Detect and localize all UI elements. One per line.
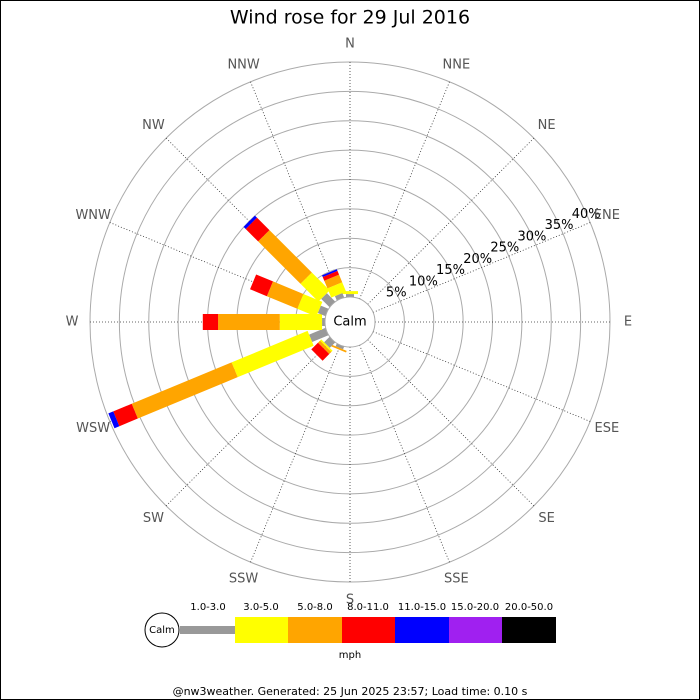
direction-label: NNE	[443, 58, 471, 73]
legend-label: 8.0-11.0	[347, 602, 389, 613]
r-tick-label: 40%	[572, 207, 601, 222]
spoke	[250, 81, 341, 300]
r-tick-label: 35%	[545, 218, 574, 233]
direction-label: ENE	[594, 208, 620, 223]
legend-label: 1.0-3.0	[190, 602, 225, 613]
bar-segment	[322, 270, 340, 281]
legend-calm-label: Calm	[149, 625, 175, 636]
direction-label: W	[66, 315, 79, 330]
bar-segment	[108, 411, 120, 429]
r-tick-label: 20%	[463, 252, 492, 267]
bar-segment	[322, 269, 338, 277]
direction-label: NNW	[227, 58, 259, 73]
bar-segment	[250, 274, 273, 297]
spoke	[359, 344, 450, 563]
direction-label: SW	[143, 511, 164, 526]
legend-label: 11.0-15.0	[398, 602, 446, 613]
legend-label: 3.0-5.0	[243, 602, 278, 613]
bar-segment	[335, 343, 345, 350]
bar-segment	[297, 294, 323, 317]
footer: @nw3weather. Generated: 25 Jun 2025 23:5…	[173, 685, 528, 698]
bar-segment	[258, 230, 312, 284]
direction-label: WNW	[75, 208, 111, 223]
grid-ring	[177, 149, 523, 495]
bar-segment	[218, 314, 280, 330]
r-tick-label: 5%	[386, 286, 407, 301]
calm-circle	[324, 296, 376, 348]
bar-segment	[113, 403, 138, 427]
spoke	[367, 339, 535, 507]
spoke	[367, 137, 535, 305]
legend-label: 5.0-8.0	[297, 602, 332, 613]
direction-label: SSW	[229, 571, 259, 586]
bar-segment	[334, 293, 345, 301]
spoke	[165, 339, 333, 507]
bar-segment	[321, 293, 336, 308]
bar-segment	[322, 318, 325, 326]
direction-label: NE	[538, 118, 556, 133]
direction-label: NW	[142, 118, 165, 133]
bar-segment	[331, 344, 347, 353]
legend-swatch	[449, 617, 502, 643]
r-tick-label: 10%	[409, 274, 438, 289]
r-tick-label: 15%	[436, 263, 465, 278]
bar-segment	[231, 330, 314, 378]
bar-segment	[317, 340, 332, 355]
bar-segment	[317, 305, 329, 317]
bar-segment	[300, 272, 330, 302]
legend-swatch	[502, 617, 556, 643]
bar-segment	[245, 217, 270, 242]
legend-swatch	[180, 626, 235, 634]
legend-swatch	[395, 617, 449, 643]
bar-segment	[309, 327, 329, 343]
bar-segment	[327, 282, 347, 298]
r-tick-label: 25%	[490, 241, 519, 256]
legend-swatch	[342, 617, 395, 643]
bar-segment	[131, 362, 238, 419]
calm-label: Calm	[333, 315, 366, 330]
spoke	[372, 331, 591, 422]
bar-segment	[266, 281, 304, 309]
bar-segment	[324, 274, 343, 289]
direction-label: WSW	[76, 421, 110, 436]
bar-segment	[243, 215, 257, 229]
legend-calm-circle	[144, 612, 180, 648]
legend-label: 15.0-20.0	[451, 602, 499, 613]
r-tick-label: 30%	[517, 229, 546, 244]
bar-segment	[320, 339, 333, 352]
grid-ring	[148, 120, 552, 524]
bar-segment	[202, 314, 219, 330]
legend-label: 20.0-50.0	[505, 602, 553, 613]
spoke	[372, 222, 591, 313]
bar-segment	[311, 342, 330, 361]
bar-segment	[279, 314, 323, 330]
bar-segment	[324, 336, 336, 348]
direction-label: E	[624, 315, 632, 330]
spoke	[359, 81, 450, 300]
bar-segment	[346, 294, 354, 297]
direction-label: SE	[538, 511, 554, 526]
legend-swatch	[288, 617, 342, 643]
legend-swatch	[235, 617, 288, 643]
direction-label: S	[346, 593, 354, 608]
legend-unit: mph	[339, 650, 361, 661]
direction-label: SSE	[444, 571, 469, 586]
direction-label: ESE	[594, 421, 619, 436]
spoke	[250, 344, 341, 563]
bar-segment	[342, 291, 358, 295]
direction-label: N	[345, 37, 355, 52]
chart-title: Wind rose for 29 Jul 2016	[230, 7, 470, 29]
grid-ring	[118, 90, 582, 554]
